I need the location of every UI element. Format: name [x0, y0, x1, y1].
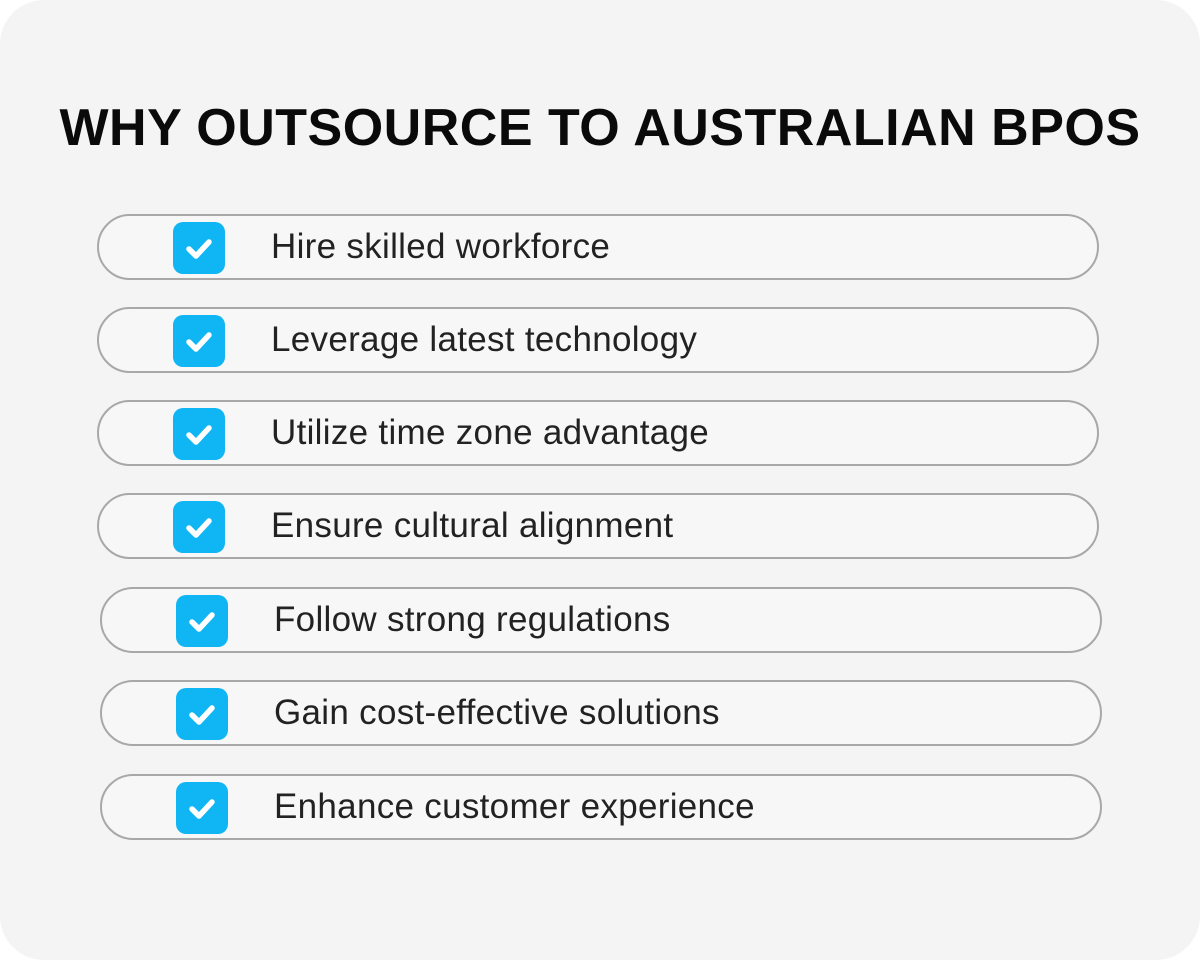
item-label: Enhance customer experience	[274, 787, 755, 826]
item-label: Utilize time zone advantage	[271, 413, 710, 452]
check-icon	[176, 688, 228, 740]
check-mark	[186, 239, 212, 259]
item-label: Follow strong regulations	[274, 600, 671, 639]
list-item: Follow strong regulations	[100, 587, 1102, 653]
check-icon	[176, 782, 228, 834]
check-mark	[186, 518, 212, 538]
list-item: Hire skilled workforce	[97, 214, 1099, 280]
check-mark	[186, 425, 212, 445]
check-mark	[189, 799, 215, 819]
check-icon	[173, 408, 225, 460]
list-item: Gain cost-effective solutions	[100, 680, 1102, 746]
item-label: Hire skilled workforce	[271, 227, 611, 266]
item-label: Gain cost-effective solutions	[274, 693, 720, 732]
item-label: Ensure cultural alignment	[271, 506, 674, 545]
check-mark	[189, 705, 215, 725]
check-mark	[189, 612, 215, 632]
check-icon	[173, 222, 225, 274]
title: WHY OUTSOURCE TO AUSTRALIAN BPOS	[59, 99, 1141, 157]
check-icon	[173, 315, 225, 367]
list-item: Ensure cultural alignment	[97, 493, 1099, 559]
list-item: Enhance customer experience	[100, 774, 1102, 840]
check-icon	[176, 595, 228, 647]
list-item: Leverage latest technology	[97, 307, 1099, 373]
check-mark	[186, 332, 212, 352]
check-icon	[173, 501, 225, 553]
list-item: Utilize time zone advantage	[97, 400, 1099, 466]
item-label: Leverage latest technology	[271, 320, 698, 359]
